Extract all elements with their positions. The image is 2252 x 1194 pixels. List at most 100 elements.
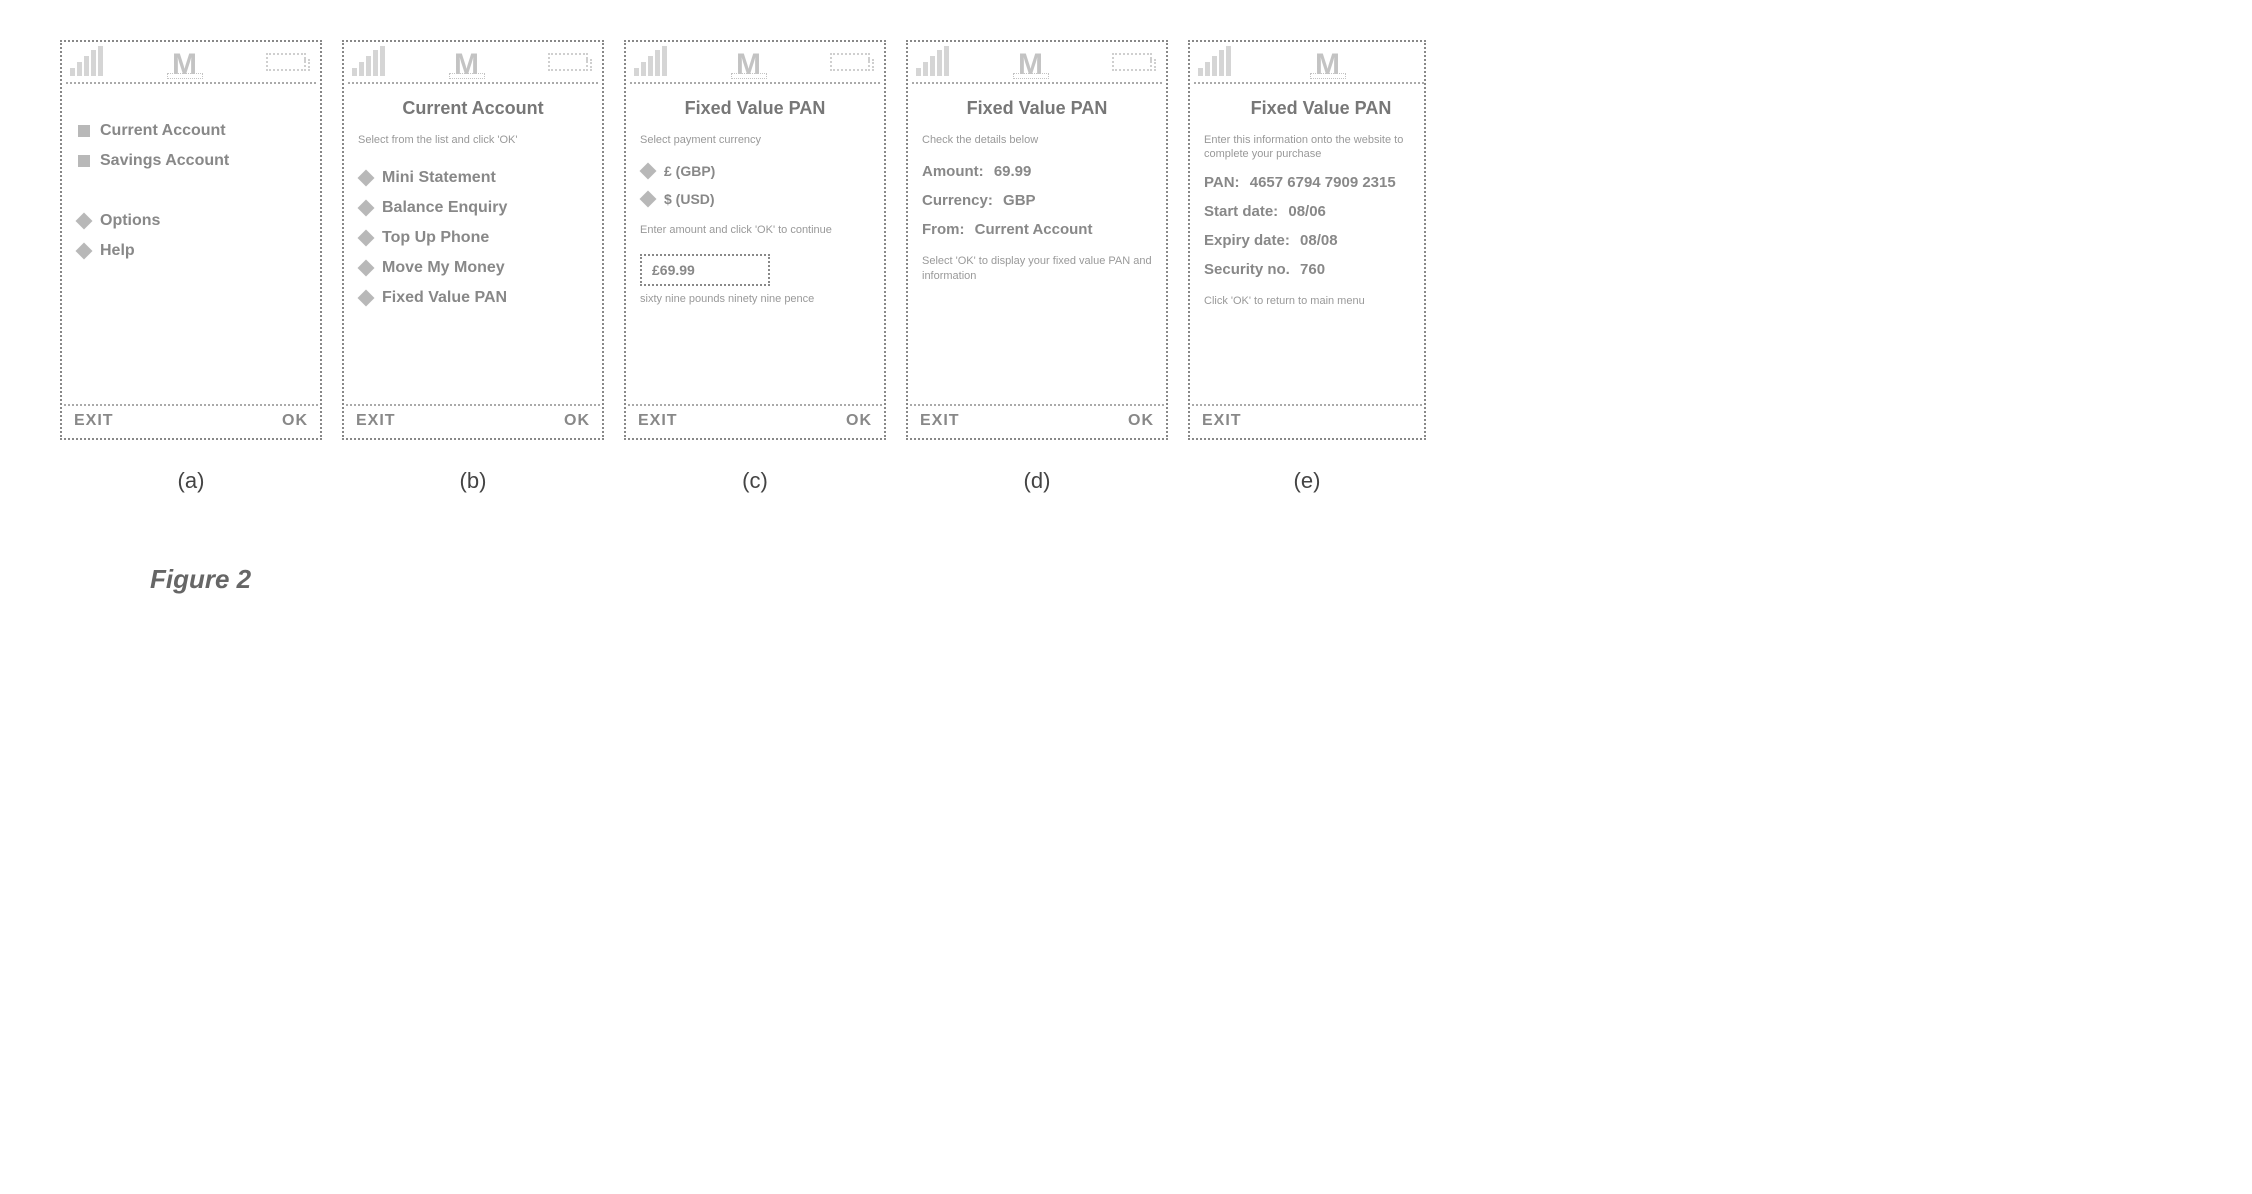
label: Amount: (922, 163, 984, 180)
screen-caption: (c) (742, 468, 768, 494)
screen-caption: (b) (460, 468, 487, 494)
signal-icon (352, 48, 385, 76)
status-bar: M (630, 42, 880, 84)
amount-input[interactable]: £69.99 (640, 254, 770, 286)
softkey-bar: EXIT (1192, 404, 1426, 438)
menu-label: Help (100, 242, 135, 260)
instruction-text: Enter amount and click 'OK' to continue (640, 223, 870, 237)
screens-row: M Current Account Savings Account Option… (60, 40, 2192, 494)
instruction-text: Select payment currency (640, 133, 870, 147)
brand-logo-icon: M (449, 47, 485, 77)
main-menu-primary: Current Account Savings Account (76, 116, 306, 176)
diamond-bullet-icon (358, 260, 375, 277)
square-bullet-icon (78, 155, 90, 167)
value: Current Account (975, 221, 1093, 238)
label: From: (922, 221, 965, 238)
status-bar: M (348, 42, 598, 84)
menu-item-options[interactable]: Options (76, 206, 306, 236)
diamond-bullet-icon (358, 170, 375, 187)
label: PAN: (1204, 174, 1240, 191)
diamond-bullet-icon (76, 243, 93, 260)
amount-in-words: sixty nine pounds ninety nine pence (640, 292, 870, 306)
content-area: Current Account Savings Account Options … (62, 84, 320, 404)
diamond-bullet-icon (358, 230, 375, 247)
exit-softkey[interactable]: EXIT (356, 412, 396, 430)
instruction-text: Check the details below (922, 133, 1152, 147)
ok-softkey[interactable]: OK (282, 412, 308, 430)
menu-item-move-my-money[interactable]: Move My Money (358, 253, 588, 283)
detail-start-date: Start date: 08/06 (1204, 203, 1426, 220)
currency-menu: £ (GBP) $ (USD) (640, 157, 870, 213)
screen-title: Fixed Value PAN (1204, 98, 1426, 119)
value: 08/08 (1300, 232, 1338, 249)
brand-logo-icon: M (1013, 47, 1049, 77)
screen-title: Fixed Value PAN (922, 98, 1152, 119)
currency-option-gbp[interactable]: £ (GBP) (640, 157, 870, 185)
menu-item-balance-enquiry[interactable]: Balance Enquiry (358, 193, 588, 223)
battery-icon (548, 53, 588, 71)
screen-d: M Fixed Value PAN Check the details belo… (906, 40, 1168, 440)
diamond-bullet-icon (358, 200, 375, 217)
battery-icon (1424, 49, 1426, 75)
label: Currency: (922, 192, 993, 209)
diamond-bullet-icon (640, 163, 657, 180)
currency-option-usd[interactable]: $ (USD) (640, 185, 870, 213)
status-bar: M (66, 42, 316, 84)
menu-item-help[interactable]: Help (76, 236, 306, 266)
menu-item-current-account[interactable]: Current Account (76, 116, 306, 146)
brand-logo-icon: M (731, 47, 767, 77)
exit-softkey[interactable]: EXIT (638, 412, 678, 430)
content-area: Fixed Value PAN Enter this information o… (1190, 84, 1426, 404)
exit-softkey[interactable]: EXIT (1202, 412, 1242, 430)
menu-label: Fixed Value PAN (382, 289, 507, 307)
menu-label: Move My Money (382, 259, 505, 277)
value: 69.99 (994, 163, 1032, 180)
signal-icon (70, 48, 103, 76)
screen-caption: (e) (1294, 468, 1321, 494)
label: Start date: (1204, 203, 1278, 220)
detail-expiry-date: Expiry date: 08/08 (1204, 232, 1426, 249)
detail-security-no: Security no. 760 (1204, 261, 1426, 278)
screen-title: Current Account (358, 98, 588, 119)
account-menu: Mini Statement Balance Enquiry Top Up Ph… (358, 163, 588, 313)
exit-softkey[interactable]: EXIT (920, 412, 960, 430)
brand-logo-icon: M (167, 47, 203, 77)
menu-item-mini-statement[interactable]: Mini Statement (358, 163, 588, 193)
menu-item-top-up-phone[interactable]: Top Up Phone (358, 223, 588, 253)
menu-label: Savings Account (100, 152, 229, 170)
detail-amount: Amount: 69.99 (922, 163, 1152, 180)
content-area: Current Account Select from the list and… (344, 84, 602, 404)
menu-label: Current Account (100, 122, 226, 140)
menu-label: Top Up Phone (382, 229, 489, 247)
screen-e-col: M Fixed Value PAN Enter this information… (1188, 40, 1426, 494)
square-bullet-icon (78, 125, 90, 137)
menu-label: Options (100, 212, 160, 230)
figure-label: Figure 2 (150, 564, 2192, 595)
screen-e: M Fixed Value PAN Enter this information… (1188, 40, 1426, 440)
diamond-bullet-icon (640, 191, 657, 208)
instruction-text: Select from the list and click 'OK' (358, 133, 588, 147)
menu-item-fixed-value-pan[interactable]: Fixed Value PAN (358, 283, 588, 313)
softkey-bar: EXIT OK (628, 404, 882, 438)
ok-softkey[interactable]: OK (564, 412, 590, 430)
screen-c-col: M Fixed Value PAN Select payment currenc… (624, 40, 886, 494)
ok-softkey[interactable]: OK (846, 412, 872, 430)
screen-d-col: M Fixed Value PAN Check the details belo… (906, 40, 1168, 494)
ok-softkey[interactable]: OK (1128, 412, 1154, 430)
signal-icon (1198, 48, 1231, 76)
screen-a: M Current Account Savings Account Option… (60, 40, 322, 440)
menu-label: $ (USD) (664, 191, 715, 207)
signal-icon (634, 48, 667, 76)
value: 760 (1300, 261, 1325, 278)
exit-softkey[interactable]: EXIT (74, 412, 114, 430)
battery-icon (266, 53, 306, 71)
label: Expiry date: (1204, 232, 1290, 249)
menu-item-savings-account[interactable]: Savings Account (76, 146, 306, 176)
screen-b-col: M Current Account Select from the list a… (342, 40, 604, 494)
detail-currency: Currency: GBP (922, 192, 1152, 209)
menu-label: £ (GBP) (664, 163, 715, 179)
screen-caption: (a) (178, 468, 205, 494)
value: GBP (1003, 192, 1036, 209)
content-area: Fixed Value PAN Check the details below … (908, 84, 1166, 404)
screen-c: M Fixed Value PAN Select payment currenc… (624, 40, 886, 440)
